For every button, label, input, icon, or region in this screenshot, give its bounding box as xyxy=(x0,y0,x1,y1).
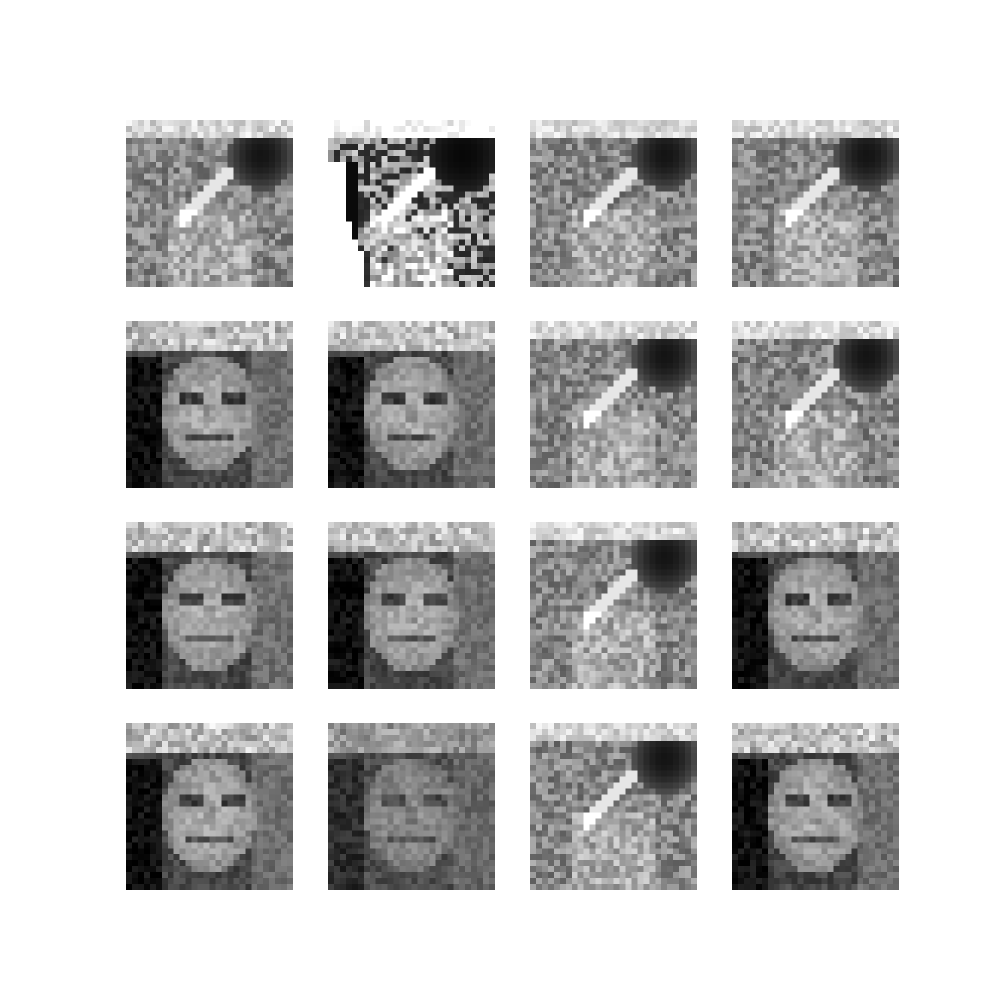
face-sample-image xyxy=(530,321,697,488)
face-sample-image xyxy=(530,522,697,689)
face-sample-image xyxy=(328,522,495,689)
face-sample-image xyxy=(732,723,899,890)
face-sample-tile xyxy=(530,321,697,488)
face-sample-tile xyxy=(732,522,899,689)
face-sample-tile xyxy=(328,321,495,488)
face-sample-tile xyxy=(328,723,495,890)
face-sample-tile xyxy=(126,723,293,890)
face-sample-tile xyxy=(126,321,293,488)
face-sample-tile xyxy=(126,522,293,689)
face-sample-image xyxy=(328,321,495,488)
face-sample-image xyxy=(732,120,899,287)
face-sample-image xyxy=(530,120,697,287)
face-sample-tile xyxy=(530,522,697,689)
face-sample-image xyxy=(530,723,697,890)
face-sample-tile xyxy=(530,723,697,890)
face-sample-tile xyxy=(328,120,495,287)
face-sample-image xyxy=(328,723,495,890)
face-sample-tile xyxy=(732,723,899,890)
face-sample-image xyxy=(126,120,293,287)
face-sample-image xyxy=(732,321,899,488)
face-sample-image xyxy=(328,120,495,287)
face-sample-image xyxy=(732,522,899,689)
face-sample-tile xyxy=(328,522,495,689)
face-sample-image xyxy=(126,723,293,890)
face-sample-image xyxy=(126,522,293,689)
face-sample-tile xyxy=(530,120,697,287)
face-sample-image xyxy=(126,321,293,488)
face-sample-tile xyxy=(732,120,899,287)
face-sample-tile xyxy=(732,321,899,488)
face-sample-tile xyxy=(126,120,293,287)
